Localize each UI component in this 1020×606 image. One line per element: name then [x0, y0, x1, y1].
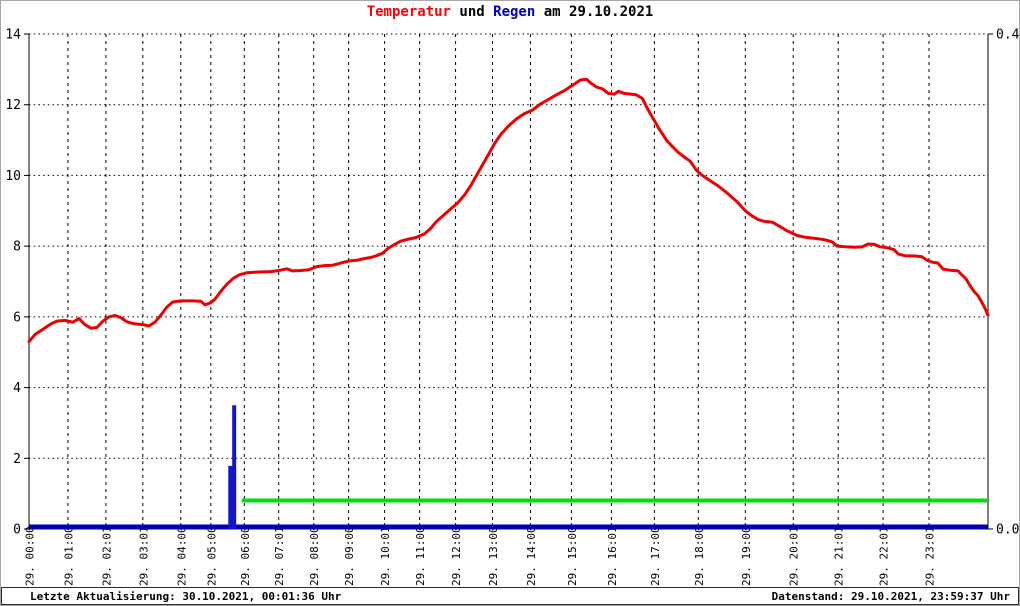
- axes: [24, 33, 993, 530]
- x-tick-label: 29. 04:00: [175, 526, 188, 586]
- x-tick-label: 29. 16:01: [606, 526, 619, 586]
- x-tick-label: 29. 00:00: [24, 526, 37, 586]
- svg-text:0.0: 0.0: [996, 523, 1019, 538]
- svg-text:12: 12: [5, 98, 21, 113]
- x-tick-label: 29. 17:00: [649, 526, 662, 586]
- svg-text:4: 4: [13, 381, 21, 396]
- axis-labels: 0 2 4 6 8 10 12 14 0.4 0.0 29. 00:00 29. 01:00 29. 0…: [5, 28, 1019, 587]
- title-rain: Regen: [493, 4, 536, 20]
- x-tick-label: 29. 23:01: [924, 526, 937, 586]
- x-tick-label: 29. 13:00: [487, 526, 500, 586]
- x-tick-label: 29. 20:01: [788, 526, 801, 586]
- status-bar: Letzte Aktualisierung: 30.10.2021, 00:01…: [1, 587, 1019, 605]
- x-tick-label: 29. 08:00: [308, 526, 321, 586]
- x-tick-label: 29. 22:01: [878, 526, 891, 586]
- x-tick-label: 29. 02:01: [100, 526, 113, 586]
- x-tick-label: 29. 21:01: [833, 526, 846, 586]
- chart-svg: 0 2 4 6 8 10 12 14 0.4 0.0 29. 00:00 29. 01:00 29. 0…: [5, 28, 1019, 587]
- title-und: und: [450, 4, 494, 20]
- chart-title: Temperatur und Regen am 29.10.2021: [1, 4, 1019, 20]
- title-temperature: Temperatur: [366, 4, 451, 20]
- svg-text:10: 10: [5, 169, 21, 184]
- svg-text:2: 2: [13, 452, 21, 467]
- x-tick-label: 29. 12:00: [450, 526, 463, 586]
- x-tick-label: 29. 11:00: [414, 526, 427, 586]
- rain-bar: [232, 405, 237, 530]
- svg-text:14: 14: [5, 28, 21, 43]
- x-tick-label: 29. 05:00: [205, 526, 218, 586]
- temperature-line: [27, 77, 990, 344]
- rain-bar: [228, 465, 236, 529]
- rain-bars: [29, 405, 988, 530]
- svg-text:8: 8: [13, 240, 21, 255]
- x-tick-label: 29. 03:01: [137, 526, 150, 586]
- data-timestamp-text: Datenstand: 29.10.2021, 23:59:37 Uhr: [771, 589, 1010, 603]
- last-update-text: Letzte Aktualisierung: 30.10.2021, 00:01…: [30, 589, 342, 603]
- svg-text:0.4: 0.4: [996, 28, 1020, 43]
- title-date: am 29.10.2021: [535, 4, 654, 20]
- x-tick-label: 29. 01:00: [62, 526, 75, 586]
- grid-lines: [29, 33, 988, 529]
- x-tick-label: 29. 19:00: [740, 526, 753, 586]
- x-tick-label: 29. 06:00: [239, 526, 252, 586]
- x-tick-label: 29. 10:01: [379, 526, 392, 586]
- x-tick-label: 29. 14:00: [525, 526, 538, 586]
- x-tick-label: 29. 18:00: [693, 526, 706, 586]
- x-tick-label: 29. 15:00: [566, 526, 579, 586]
- x-tick-label: 29. 09:00: [343, 526, 356, 586]
- svg-text:0: 0: [13, 523, 21, 538]
- svg-text:6: 6: [13, 310, 21, 325]
- x-tick-label: 29. 07:01: [273, 526, 286, 586]
